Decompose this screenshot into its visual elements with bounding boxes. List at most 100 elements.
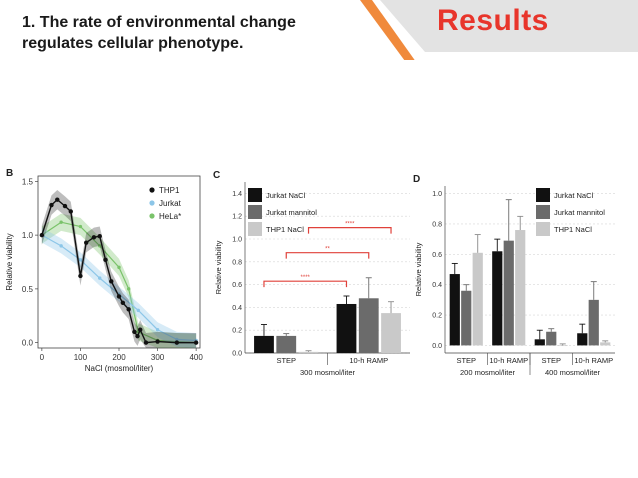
y-tick-label: 0.8	[432, 221, 442, 228]
legend-swatch	[248, 188, 262, 202]
significance-label: **	[325, 247, 330, 253]
bar-jurkatmannitol	[358, 298, 379, 353]
data-point	[98, 276, 102, 280]
confidence-band-thp1	[41, 189, 197, 348]
x-tick-label: 300	[151, 353, 165, 362]
data-point	[109, 279, 114, 284]
panel-c: C 0.0 0.2 0.4 0.6 0.8 1.0 1.2 1.4 Relative viabil…	[213, 170, 410, 377]
data-point	[103, 257, 108, 263]
group-label: 300 mosmol/liter	[300, 368, 356, 377]
y-tick-label: 0.0	[432, 343, 442, 350]
bar-thp1nacl	[381, 313, 401, 353]
figure-panels: B 0.0 0.5 1.0 1.5 0 100 200 300 400 NaCl (mosmol/l…	[5, 168, 615, 377]
data-point	[91, 235, 97, 240]
category-label: 10-h RAMP	[349, 356, 388, 365]
legend-label: THP1	[159, 186, 180, 195]
y-tick-label: 1.0	[432, 191, 442, 198]
panel-b: B 0.0 0.5 1.0 1.5 0 100 200 300 400 NaCl (mosmol/l…	[5, 168, 203, 373]
x-tick-label: 400	[189, 353, 203, 362]
y-tick-label: 1.5	[22, 177, 34, 186]
data-point	[78, 258, 83, 262]
bar-thp1nacl	[557, 345, 568, 347]
data-point	[117, 265, 121, 270]
significance-bracket	[307, 226, 392, 234]
y-tick-label: 0.2	[432, 313, 442, 320]
category-label: 10-h RAMP	[489, 356, 528, 365]
bar-thp1nacl	[600, 342, 611, 346]
legend-swatch	[248, 205, 262, 219]
x-axis-label: NaCl (mosmol/liter)	[85, 364, 154, 373]
panel-letter: C	[213, 170, 220, 181]
category-label: STEP	[456, 356, 476, 365]
category-label: STEP	[276, 356, 296, 365]
legend-swatch	[248, 222, 262, 236]
category-label: 10-h RAMP	[574, 356, 613, 365]
data-point	[59, 220, 63, 224]
data-point	[155, 328, 160, 332]
y-axis-label: Relative viability	[5, 233, 14, 290]
data-point	[120, 300, 126, 306]
legend-swatch	[536, 188, 550, 202]
bar-thp1nacl	[472, 252, 483, 346]
bar-thp1nacl	[298, 351, 319, 353]
category-label: STEP	[541, 356, 561, 365]
legend-swatch	[536, 222, 550, 236]
y-tick-label: 0.8	[232, 259, 242, 266]
data-point	[98, 244, 102, 248]
bar-jurkatmannitol	[546, 331, 557, 346]
results-heading: Results	[437, 4, 549, 37]
legend-swatch	[536, 205, 550, 219]
bar-jurkatnacl	[492, 251, 503, 346]
data-point	[175, 337, 179, 342]
data-point	[49, 202, 54, 208]
significance-bracket	[285, 252, 370, 259]
slide-title-line1: 1. The rate of environmental change	[22, 14, 296, 31]
bar-thp1nacl	[515, 230, 526, 346]
y-tick-label: 1.0	[232, 237, 242, 244]
x-tick-label: 0	[40, 353, 45, 362]
data-point	[78, 224, 83, 229]
y-tick-label: 1.2	[232, 214, 242, 221]
data-point	[68, 209, 73, 214]
data-point	[55, 197, 60, 202]
x-tick-label: 100	[74, 353, 88, 362]
data-point	[136, 308, 140, 313]
series-line-hela	[41, 221, 197, 344]
panel-letter: D	[413, 174, 420, 185]
y-tick-label: 1.4	[232, 191, 242, 198]
y-axis-label: Relative viability	[414, 242, 423, 296]
data-point	[132, 329, 137, 335]
data-point	[62, 203, 68, 209]
data-point	[126, 287, 131, 291]
legend-label: Jurkat mannitol	[554, 208, 605, 217]
legend-marker	[149, 200, 155, 206]
significance-label: ****	[345, 222, 355, 228]
bar-jurkatnacl	[577, 333, 588, 346]
header-banner	[360, 0, 638, 60]
bar-jurkatmannitol	[503, 240, 514, 346]
legend-label: THP1 NaCl	[554, 225, 592, 234]
x-tick-label: 200	[112, 353, 126, 362]
bar-jurkatmannitol	[588, 299, 599, 346]
bar-jurkatnacl	[534, 339, 545, 346]
panel-d: D 0.0 0.2 0.4 0.6 0.8 1.0 Relative viability STE…	[413, 174, 615, 377]
y-tick-label: 0.4	[232, 305, 242, 312]
bar-jurkatnacl	[336, 303, 357, 353]
legend-label: Jurkat NaCl	[554, 191, 594, 200]
data-point	[143, 340, 149, 345]
data-point	[39, 232, 45, 238]
y-tick-label: 0.6	[232, 282, 242, 289]
data-point	[193, 340, 199, 345]
y-tick-label: 0.0	[232, 351, 242, 358]
bar-jurkatnacl	[254, 335, 274, 353]
confidence-band-jurkat	[41, 227, 197, 348]
legend-label: Jurkat mannitol	[266, 208, 317, 217]
data-point	[155, 339, 160, 344]
legend-label: Jurkat NaCl	[266, 191, 306, 200]
y-tick-label: 0.5	[22, 285, 34, 294]
bar-jurkatmannitol	[276, 335, 297, 353]
y-axis-label: Relative viability	[214, 240, 223, 294]
data-point	[126, 307, 131, 312]
legend-label: HeLa*	[159, 212, 181, 221]
bar-jurkatnacl	[449, 274, 460, 346]
